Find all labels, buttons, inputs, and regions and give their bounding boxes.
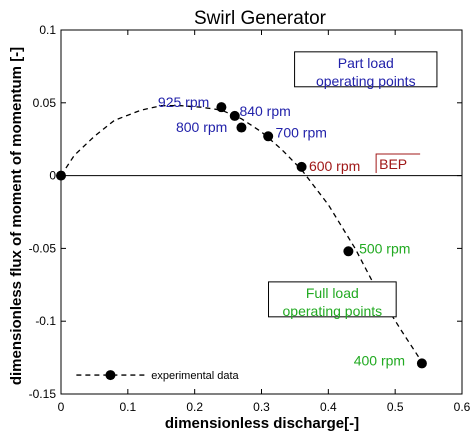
region-label-box xyxy=(268,281,397,318)
rpm-annotation: 840 rpm xyxy=(239,103,290,119)
region-label-line: operating points xyxy=(316,73,416,89)
y-tick-label: -0.05 xyxy=(29,241,57,255)
rpm-annotation: 700 rpm xyxy=(276,125,327,141)
region-label-box xyxy=(294,51,438,88)
annotation-layer: 925 rpm 840 rpm 800 rpm 700 rpm 600 rpm BEP 50… xyxy=(158,51,438,369)
y-tick-label: 0.05 xyxy=(33,96,57,110)
y-axis-label: dimensionless flux of moment of momentum… xyxy=(8,47,25,385)
x-tick-label: 0.1 xyxy=(119,400,136,414)
rpm-annotation: 500 rpm xyxy=(359,240,410,256)
chart-title: Swirl Generator xyxy=(194,8,327,29)
y-tick-label: 0.1 xyxy=(39,23,56,37)
rpm-annotation: 600 rpm xyxy=(309,158,360,174)
rpm-annotation: 800 rpm xyxy=(176,119,227,135)
bep-bracket xyxy=(375,153,421,174)
rpm-annotation: 400 rpm xyxy=(354,353,405,369)
region-label-line: operating points xyxy=(283,303,383,319)
x-tick-label: 0.2 xyxy=(186,400,203,414)
legend: experimental data xyxy=(76,370,240,382)
legend-marker-sample xyxy=(105,370,116,381)
data-point xyxy=(229,110,240,121)
y-tick-label: -0.15 xyxy=(29,387,57,401)
x-tick-label: 0.3 xyxy=(253,400,270,414)
fit-curve xyxy=(60,105,423,363)
region-label-line: Part load xyxy=(338,55,394,71)
data-point xyxy=(263,131,274,142)
data-points-layer xyxy=(56,102,427,369)
x-tick-label: 0.4 xyxy=(320,400,337,414)
y-tick-label: 0 xyxy=(49,169,56,183)
fit-curve-layer xyxy=(60,105,423,363)
legend-label: experimental data xyxy=(151,370,239,382)
data-point xyxy=(216,102,227,113)
rpm-annotation: 925 rpm xyxy=(158,94,209,110)
x-tick-label: 0.6 xyxy=(454,400,471,414)
region-label-line: Full load xyxy=(306,285,359,301)
x-axis-label: dimensionless discharge[-] xyxy=(165,415,359,432)
data-point xyxy=(343,246,354,257)
x-tick-label: 0 xyxy=(58,400,65,414)
data-point xyxy=(56,170,66,181)
y-tick-label: -0.1 xyxy=(35,314,56,328)
data-point xyxy=(296,161,307,172)
axis-ticks: 0 0.1 0.2 0.3 0.4 0.5 0.6 -0.15 -0.1 -0.05 0 0.05 0.… xyxy=(29,23,471,414)
x-tick-label: 0.5 xyxy=(387,400,404,414)
data-point xyxy=(416,358,427,369)
bep-annotation: BEP xyxy=(379,156,407,172)
data-point xyxy=(236,122,247,133)
